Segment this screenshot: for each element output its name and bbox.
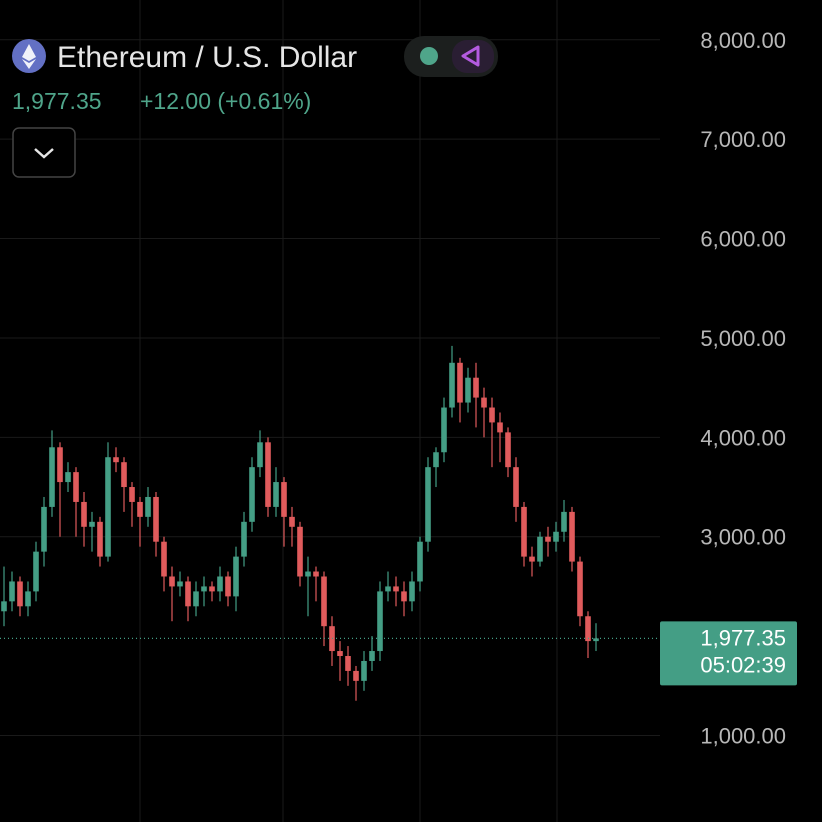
- candle-body: [441, 407, 447, 453]
- candle-body: [209, 586, 215, 592]
- candle-body: [321, 576, 327, 627]
- candle-body: [129, 487, 135, 502]
- candle-body: [585, 616, 591, 642]
- candle-body: [393, 586, 399, 592]
- candle-body: [369, 651, 375, 661]
- header-change: +12.00 (+0.61%): [140, 88, 311, 114]
- countdown: 05:02:39: [700, 652, 786, 677]
- y-tick-label: 1,000.00: [700, 724, 786, 749]
- candle-body: [481, 397, 487, 408]
- candle-body: [201, 586, 207, 592]
- candle-body: [17, 581, 23, 607]
- candle-body: [337, 651, 343, 657]
- candle-body: [177, 581, 183, 587]
- y-tick-label: 6,000.00: [700, 227, 786, 252]
- candle-body: [249, 467, 255, 522]
- candle-body: [353, 670, 359, 681]
- last-price-box: [660, 621, 797, 686]
- candle-body: [593, 638, 599, 642]
- candle-body: [137, 501, 143, 517]
- candle-body: [257, 442, 263, 468]
- candle-body: [545, 536, 551, 542]
- candle-body: [73, 472, 79, 502]
- alert-icon: [461, 45, 480, 67]
- candle-body: [345, 656, 351, 671]
- candle-body: [433, 452, 439, 468]
- candle-body: [297, 526, 303, 577]
- candle-body: [361, 660, 367, 681]
- candle-body: [241, 521, 247, 557]
- y-tick-label: 7,000.00: [700, 127, 786, 152]
- candle-body: [1, 601, 7, 612]
- candle-body: [161, 541, 167, 577]
- candle-body: [425, 467, 431, 542]
- candle-body: [105, 457, 111, 557]
- candle-body: [97, 521, 103, 557]
- chevron: [34, 148, 54, 159]
- candle-body: [473, 377, 479, 398]
- candle-body: [153, 496, 159, 542]
- y-tick-label: 5,000.00: [700, 326, 786, 351]
- candle-body: [281, 482, 287, 517]
- candle-body: [217, 576, 223, 592]
- candle-body: [289, 516, 295, 527]
- candle-body: [9, 581, 15, 602]
- candle-body: [89, 521, 95, 527]
- plot: [0, 39, 660, 737]
- y-tick-label: 3,000.00: [700, 525, 786, 550]
- last-price-label: 1,977.35: [700, 625, 786, 650]
- candle-body: [577, 561, 583, 617]
- candle-body: [33, 551, 39, 592]
- time-grid: [139, 0, 558, 822]
- y-tick-label: 4,000.00: [700, 425, 786, 450]
- candle-body: [233, 556, 239, 597]
- candle-body: [401, 591, 407, 602]
- market-dot: [420, 47, 438, 65]
- candle-body: [305, 571, 311, 577]
- candle-body: [81, 501, 87, 527]
- alert-badge[interactable]: [452, 40, 494, 73]
- candle-body: [561, 511, 567, 532]
- candle-body: [457, 362, 463, 403]
- candle-body: [409, 581, 415, 602]
- candle-body: [169, 576, 175, 587]
- candle-body: [273, 482, 279, 507]
- candle-body: [185, 581, 191, 607]
- candle-body: [65, 472, 71, 483]
- candle-body: [121, 462, 127, 488]
- candle-body: [193, 591, 199, 607]
- candle-body: [417, 541, 423, 582]
- candle-body: [377, 591, 383, 652]
- candle-body: [225, 576, 231, 597]
- candle-body: [57, 447, 63, 483]
- candle-body: [145, 496, 151, 517]
- candle-body: [489, 407, 495, 423]
- candle-body: [25, 591, 31, 607]
- candle-body: [113, 457, 119, 463]
- eth-glyph: [22, 44, 36, 69]
- chart-title: Ethereum / U.S. Dollar: [57, 41, 357, 74]
- candle-body: [553, 531, 559, 542]
- candle-body: [513, 467, 519, 507]
- candle-body: [521, 506, 527, 557]
- candle-body: [385, 586, 391, 592]
- header-price: 1,977.35: [12, 88, 102, 114]
- candle-body: [569, 511, 575, 562]
- header: Ethereum / U.S. Dollar 1,977.35 +12.00 (…: [12, 36, 498, 178]
- dropdown-button[interactable]: [12, 127, 76, 178]
- candle-body: [449, 362, 455, 408]
- y-tick-label: 8,000.00: [700, 28, 786, 53]
- candle-body: [265, 442, 271, 507]
- candle-body: [529, 556, 535, 562]
- candle-body: [465, 377, 471, 403]
- candle-body: [49, 447, 55, 507]
- candle-body: [537, 536, 543, 562]
- candle-body: [505, 432, 511, 468]
- candle-body: [313, 571, 319, 577]
- candle-body: [41, 506, 47, 552]
- candle-body: [497, 422, 503, 433]
